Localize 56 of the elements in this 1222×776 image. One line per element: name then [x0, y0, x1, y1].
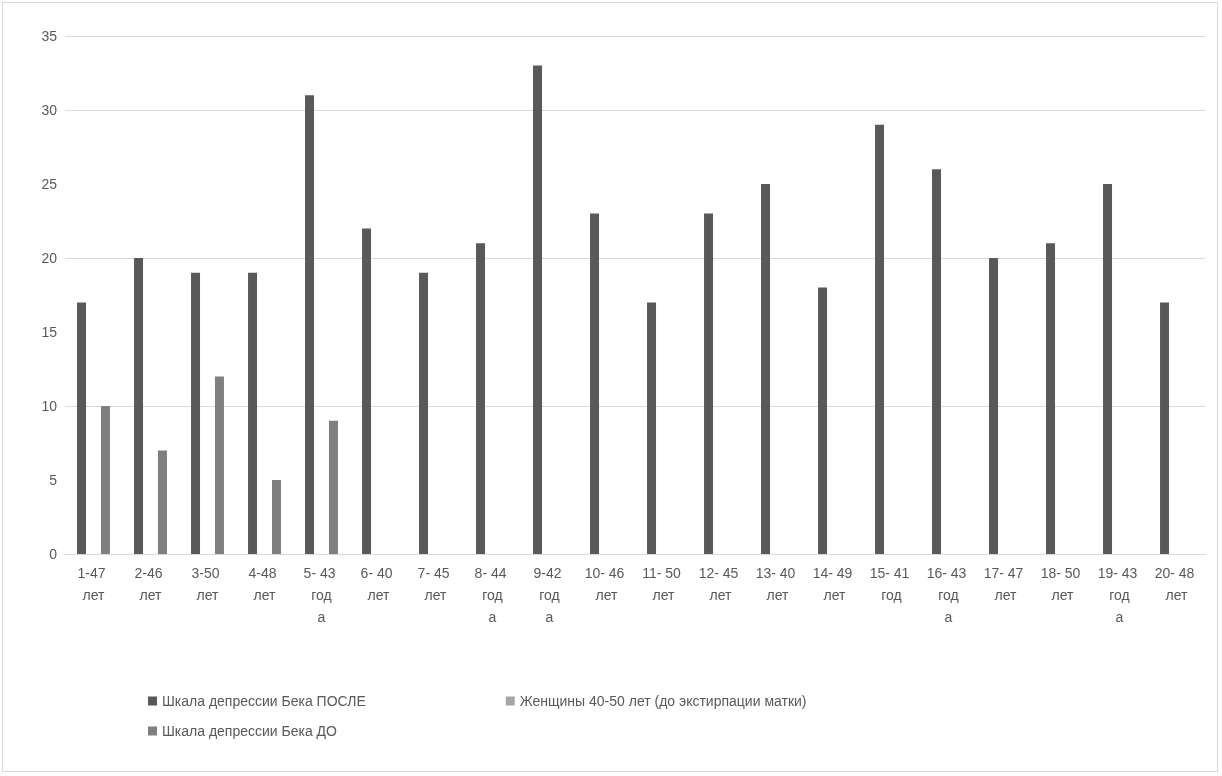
bar — [875, 124, 885, 554]
bar — [271, 480, 281, 554]
bar — [590, 213, 600, 554]
bar — [704, 213, 714, 554]
bar — [134, 258, 144, 554]
x-tick-label: 5- 43 года — [303, 565, 340, 625]
bar — [100, 406, 110, 554]
bar — [533, 65, 543, 554]
x-tick-label: 14- 49 лет — [812, 565, 857, 603]
bar — [761, 184, 771, 554]
x-tick-label: 15- 41 год — [869, 565, 914, 603]
y-tick-label: 0 — [49, 546, 58, 562]
bar — [932, 169, 942, 554]
x-tick-label: 3-50 лет — [191, 565, 224, 603]
bar — [1046, 243, 1056, 554]
y-tick-label: 25 — [41, 176, 58, 192]
bar — [77, 302, 87, 554]
legend-label: Шкала депрессии Бека ДО — [162, 723, 338, 739]
legend-label: Шкала депрессии Бека ПОСЛЕ — [162, 693, 366, 709]
y-tick-label: 30 — [41, 102, 58, 118]
y-tick-label: 15 — [41, 324, 58, 340]
x-tick-label: 16- 43 года — [926, 565, 971, 625]
bar — [328, 420, 338, 554]
y-tick-label: 35 — [41, 28, 58, 44]
bar — [157, 450, 167, 554]
x-tick-label: 12- 45 лет — [698, 565, 743, 603]
x-tick-label: 10- 46 лет — [584, 565, 629, 603]
x-tick-label: 4-48 лет — [248, 565, 281, 603]
bar — [191, 272, 201, 554]
x-tick-label: 9-42 года — [533, 565, 566, 625]
bar — [1103, 184, 1113, 554]
bar — [476, 243, 486, 554]
bar — [419, 272, 429, 554]
x-tick-label: 20- 48 лет — [1154, 565, 1199, 603]
x-tick-label: 1-47 лет — [77, 565, 110, 603]
x-tick-label: 13- 40 лет — [755, 565, 800, 603]
bar — [214, 376, 224, 554]
x-tick-label: 6- 40 лет — [360, 565, 397, 603]
legend-label: Женщины 40-50 лет (до экстирпации матки) — [519, 693, 807, 709]
bar — [818, 287, 828, 554]
bar — [305, 95, 315, 554]
y-tick-label: 5 — [49, 472, 58, 488]
x-tick-label: 11- 50 лет — [642, 565, 685, 603]
bar — [362, 228, 372, 554]
x-tick-label: 2-46 лет — [134, 565, 167, 603]
bar — [989, 258, 999, 554]
bar — [647, 302, 657, 554]
y-tick-label: 20 — [41, 250, 58, 266]
x-tick-label: 17- 47 лет — [983, 565, 1028, 603]
y-tick-label: 10 — [41, 398, 58, 414]
x-tick-label: 8- 44 года — [474, 565, 511, 625]
bar — [1160, 302, 1170, 554]
x-tick-label: 18- 50 лет — [1040, 565, 1085, 603]
x-tick-label: 7- 45 лет — [417, 565, 454, 603]
bar — [248, 272, 258, 554]
x-tick-label: 19- 43 года — [1097, 565, 1142, 625]
